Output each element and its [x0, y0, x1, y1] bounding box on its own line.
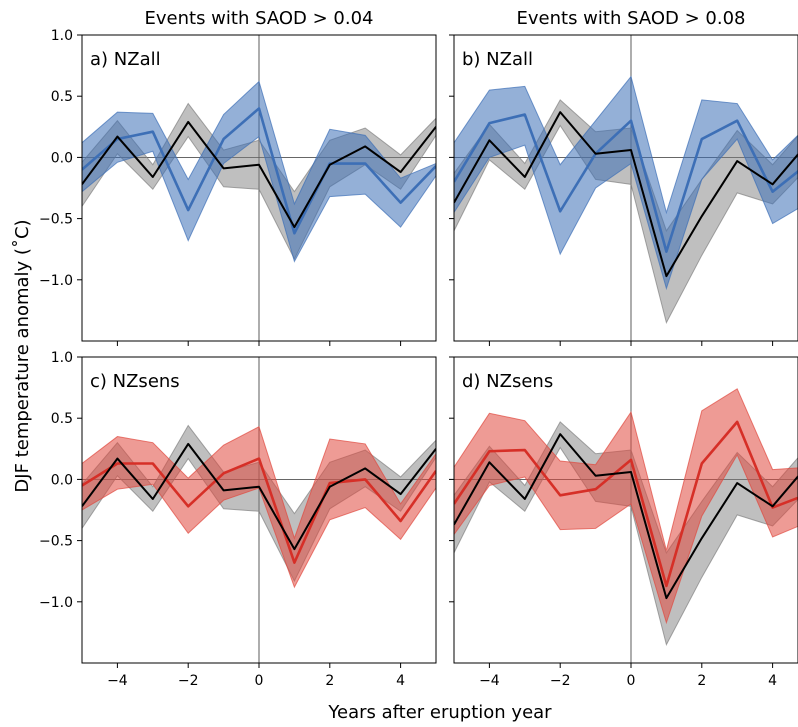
column-title-left: Events with SAOD > 0.04 [145, 8, 374, 29]
y-tick-label: −1.0 [39, 595, 73, 611]
panel-3: c) NZsens −1.0 −0.5 0.0 0.5 1.0 −4 −2 0 2 4 [39, 350, 437, 689]
line-black [82, 442, 436, 551]
band-blue [454, 75, 798, 291]
x-tick-label: 4 [768, 673, 777, 689]
panel-1: a) NZall −1.0 −0.5 0.0 0.5 1.0 [39, 28, 437, 346]
y-tick-label: 1.0 [51, 28, 73, 44]
x-tick-label: −2 [550, 673, 571, 689]
x-tick-label: 2 [697, 673, 706, 689]
line-black [454, 433, 798, 600]
line-black [454, 111, 798, 278]
x-tick-label: 0 [255, 673, 264, 689]
y-tick-label: 0.5 [51, 411, 73, 427]
y-tick-label: −1.0 [39, 273, 73, 289]
line-blue [82, 107, 436, 235]
y-tick-label: 1.0 [51, 350, 73, 366]
line-red [454, 420, 798, 588]
y-tick-label: 0.5 [51, 89, 73, 105]
y-tick-label: 0.0 [51, 472, 73, 488]
plot-area [454, 35, 798, 341]
panels-container: a) NZall −1.0 −0.5 0.0 0.5 1.0 b) NZall c) NZse… [39, 28, 798, 689]
line-blue [454, 113, 798, 253]
plot-area [82, 35, 436, 341]
y-tick-label: −0.5 [39, 212, 73, 228]
panel-label: d) NZsens [462, 371, 553, 392]
x-tick-label: −4 [479, 673, 500, 689]
band-blue [82, 80, 436, 263]
x-tick-label: 0 [627, 673, 636, 689]
y-tick-label: −0.5 [39, 534, 73, 550]
x-tick-label: 2 [325, 673, 334, 689]
x-axis-label: Years after eruption year [327, 702, 552, 723]
column-title-right: Events with SAOD > 0.08 [517, 8, 746, 29]
y-tick-label: 0.0 [51, 150, 73, 166]
panel-4: d) NZsens −4 −2 0 2 4 [449, 356, 798, 689]
line-red [82, 457, 436, 564]
plot-area [454, 357, 798, 663]
x-tick-label: −2 [178, 673, 199, 689]
axes-frame [453, 356, 798, 664]
x-tick-label: −4 [107, 673, 128, 689]
plot-area [82, 357, 436, 663]
panel-2: b) NZall [449, 34, 798, 346]
band-red [82, 426, 436, 589]
y-axis-label: DJF temperature anomaly (˚C) [12, 219, 33, 492]
line-black [82, 120, 436, 229]
panel-label: c) NZsens [90, 371, 180, 392]
band-red [454, 388, 798, 625]
axes-frame [453, 34, 798, 342]
panel-label: a) NZall [90, 49, 161, 70]
x-tick-label: 4 [396, 673, 405, 689]
panel-label: b) NZall [462, 49, 533, 70]
